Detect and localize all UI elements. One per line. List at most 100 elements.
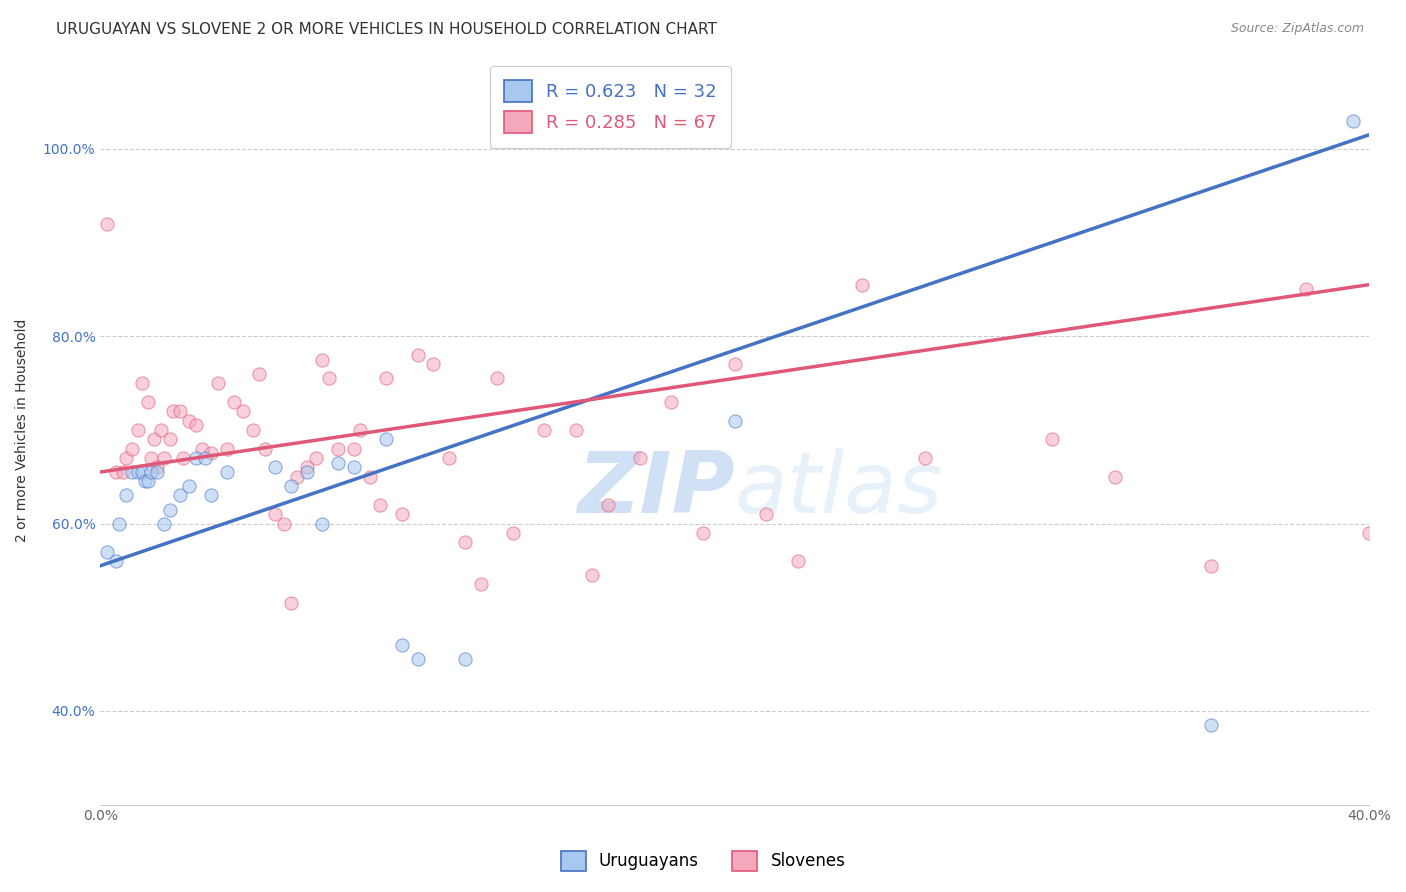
Point xyxy=(191,442,214,456)
Point xyxy=(851,277,873,292)
Point xyxy=(184,418,207,433)
Point xyxy=(391,638,413,652)
Text: atlas: atlas xyxy=(735,449,943,532)
Point xyxy=(254,442,277,456)
Point xyxy=(454,535,477,549)
Point xyxy=(406,652,429,666)
Point xyxy=(207,376,229,390)
Point xyxy=(273,516,295,531)
Point xyxy=(127,423,149,437)
Point xyxy=(179,413,201,427)
Point xyxy=(169,488,191,502)
Point xyxy=(1104,469,1126,483)
Point xyxy=(596,498,619,512)
Point xyxy=(343,442,366,456)
Point xyxy=(374,432,396,446)
Point xyxy=(485,371,508,385)
Point xyxy=(105,465,128,479)
Point xyxy=(108,516,131,531)
Point xyxy=(184,450,207,465)
Point xyxy=(136,394,159,409)
Point xyxy=(581,568,603,582)
Point xyxy=(217,442,239,456)
Point xyxy=(143,432,166,446)
Point xyxy=(422,357,444,371)
Point xyxy=(391,507,413,521)
Point xyxy=(194,450,217,465)
Legend: R = 0.623   N = 32, R = 0.285   N = 67: R = 0.623 N = 32, R = 0.285 N = 67 xyxy=(491,66,731,148)
Point xyxy=(179,479,201,493)
Point xyxy=(318,371,340,385)
Point xyxy=(105,554,128,568)
Point xyxy=(787,554,810,568)
Text: URUGUAYAN VS SLOVENE 2 OR MORE VEHICLES IN HOUSEHOLD CORRELATION CHART: URUGUAYAN VS SLOVENE 2 OR MORE VEHICLES … xyxy=(56,22,717,37)
Point xyxy=(628,450,651,465)
Point xyxy=(114,450,136,465)
Point xyxy=(242,423,264,437)
Point xyxy=(159,502,181,516)
Point xyxy=(285,469,308,483)
Point xyxy=(146,465,169,479)
Point xyxy=(311,516,333,531)
Point xyxy=(222,394,245,409)
Text: Source: ZipAtlas.com: Source: ZipAtlas.com xyxy=(1230,22,1364,36)
Point xyxy=(153,516,176,531)
Point xyxy=(131,465,153,479)
Point xyxy=(146,460,169,475)
Point xyxy=(111,465,134,479)
Point xyxy=(724,413,747,427)
Point xyxy=(200,446,222,460)
Point xyxy=(159,432,181,446)
Point xyxy=(1199,718,1222,732)
Point xyxy=(263,460,285,475)
Point xyxy=(1358,525,1381,540)
Point xyxy=(217,465,239,479)
Point xyxy=(724,357,747,371)
Point xyxy=(374,371,396,385)
Point xyxy=(1295,282,1317,296)
Point xyxy=(502,525,524,540)
Point xyxy=(343,460,366,475)
Point xyxy=(247,367,270,381)
Point xyxy=(311,352,333,367)
Point xyxy=(280,596,302,610)
Point xyxy=(359,469,381,483)
Point xyxy=(1199,558,1222,573)
Point xyxy=(755,507,778,521)
Point xyxy=(232,404,254,418)
Point xyxy=(305,450,328,465)
Point xyxy=(114,488,136,502)
Point xyxy=(139,465,162,479)
Point xyxy=(121,442,143,456)
Point xyxy=(368,498,391,512)
Point xyxy=(96,544,118,558)
Point xyxy=(454,652,477,666)
Point xyxy=(136,475,159,489)
Point xyxy=(659,394,682,409)
Point xyxy=(439,450,461,465)
Point xyxy=(200,488,222,502)
Point xyxy=(533,423,555,437)
Point xyxy=(470,577,492,591)
Y-axis label: 2 or more Vehicles in Household: 2 or more Vehicles in Household xyxy=(15,318,30,541)
Point xyxy=(295,465,318,479)
Point xyxy=(295,460,318,475)
Legend: Uruguayans, Slovenes: Uruguayans, Slovenes xyxy=(553,842,853,880)
Point xyxy=(565,423,588,437)
Point xyxy=(280,479,302,493)
Point xyxy=(172,450,194,465)
Point xyxy=(1040,432,1063,446)
Point xyxy=(134,475,156,489)
Point xyxy=(127,465,149,479)
Point xyxy=(169,404,191,418)
Point xyxy=(328,456,350,470)
Point xyxy=(406,348,429,362)
Text: ZIP: ZIP xyxy=(576,449,735,532)
Point xyxy=(914,450,936,465)
Point xyxy=(153,450,176,465)
Point xyxy=(139,450,162,465)
Point xyxy=(131,376,153,390)
Point xyxy=(149,423,172,437)
Point xyxy=(692,525,714,540)
Point xyxy=(328,442,350,456)
